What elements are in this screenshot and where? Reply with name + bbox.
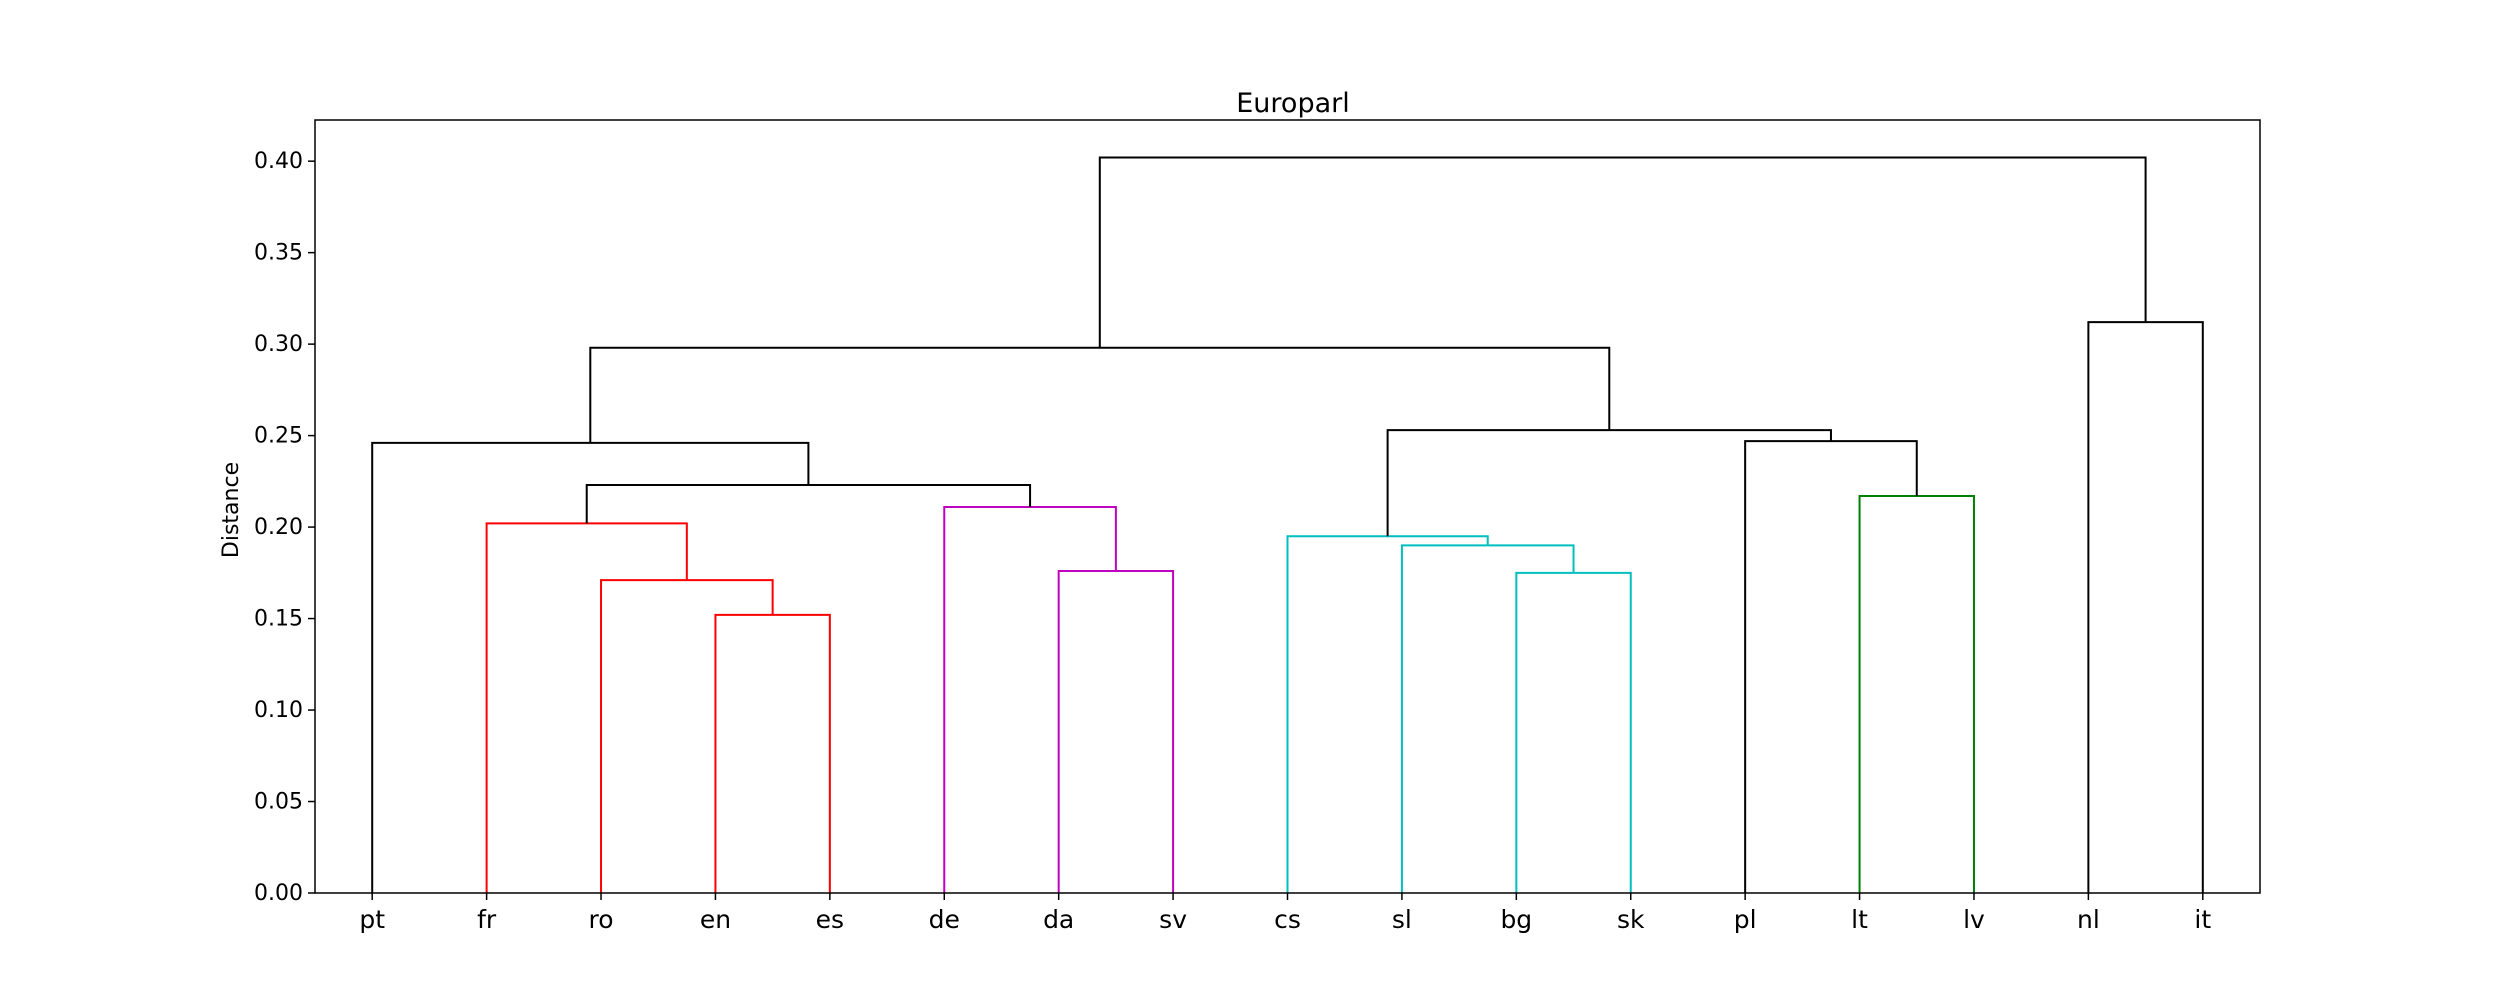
dendrogram-link-11 <box>1858 494 1975 893</box>
y-tick-label-7: 0.35 <box>254 241 303 266</box>
x-tick-label-it: it <box>2194 905 2211 934</box>
x-tick-label-lt: lt <box>1851 905 1868 934</box>
x-tick-label-de: de <box>929 905 960 934</box>
y-tick-label-2: 0.10 <box>254 698 303 723</box>
dendrogram-links <box>371 156 2204 893</box>
x-axis-ticks: pt fr ro en es de da sv cs sl bg sk pl lt lv nl it <box>359 893 2211 934</box>
y-axis-ticks: 0.00 0.05 0.10 0.15 0.20 0.25 0.30 0.35 0.40 <box>254 149 315 906</box>
dendrogram-link-2 <box>600 579 774 893</box>
x-tick-label-en: en <box>700 905 731 934</box>
y-tick-label-5: 0.25 <box>254 424 303 449</box>
y-axis-label: Distance <box>219 462 244 558</box>
y-tick-label-3: 0.15 <box>254 607 303 632</box>
x-tick-label-sv: sv <box>1159 905 1187 934</box>
y-tick-label-8: 0.40 <box>254 149 303 174</box>
dendrogram-link-5 <box>943 505 1117 893</box>
dendrogram-link-12 <box>1744 440 1918 893</box>
plot-area-frame <box>314 119 2261 894</box>
x-tick-label-pt: pt <box>359 905 385 934</box>
dendrogram-link-6 <box>585 484 1032 524</box>
x-tick-label-sk: sk <box>1617 905 1645 934</box>
dendrogram-link-16 <box>1098 156 2147 348</box>
x-tick-label-bg: bg <box>1500 905 1532 934</box>
dendrogram-link-8 <box>1515 571 1632 893</box>
x-tick-label-da: da <box>1043 905 1074 934</box>
dendrogram-link-7 <box>371 441 810 893</box>
x-tick-label-nl: nl <box>2077 905 2100 934</box>
y-tick-label-4: 0.20 <box>254 515 303 540</box>
y-tick-label-1: 0.05 <box>254 790 303 815</box>
dendrogram-link-4 <box>1057 569 1175 893</box>
dendrogram-link-14 <box>589 346 1611 443</box>
x-tick-label-es: es <box>816 905 844 934</box>
x-tick-label-fr: fr <box>477 905 497 934</box>
y-tick-label-0: 0.00 <box>254 881 303 906</box>
x-tick-label-lv: lv <box>1963 905 1985 934</box>
dendrogram-link-9 <box>1400 544 1575 893</box>
dendrogram-link-13 <box>1386 429 1832 537</box>
x-tick-label-ro: ro <box>589 905 614 934</box>
dendrogram-link-10 <box>1286 535 1489 893</box>
x-tick-label-pl: pl <box>1734 905 1757 934</box>
chart-title: Europarl <box>1236 88 1349 119</box>
dendrogram-link-15 <box>2087 321 2204 893</box>
dendrogram-link-1 <box>714 613 831 893</box>
x-tick-label-cs: cs <box>1274 905 1301 934</box>
y-tick-label-6: 0.30 <box>254 332 303 357</box>
x-tick-label-sl: sl <box>1392 905 1412 934</box>
dendrogram-link-3 <box>485 522 688 893</box>
